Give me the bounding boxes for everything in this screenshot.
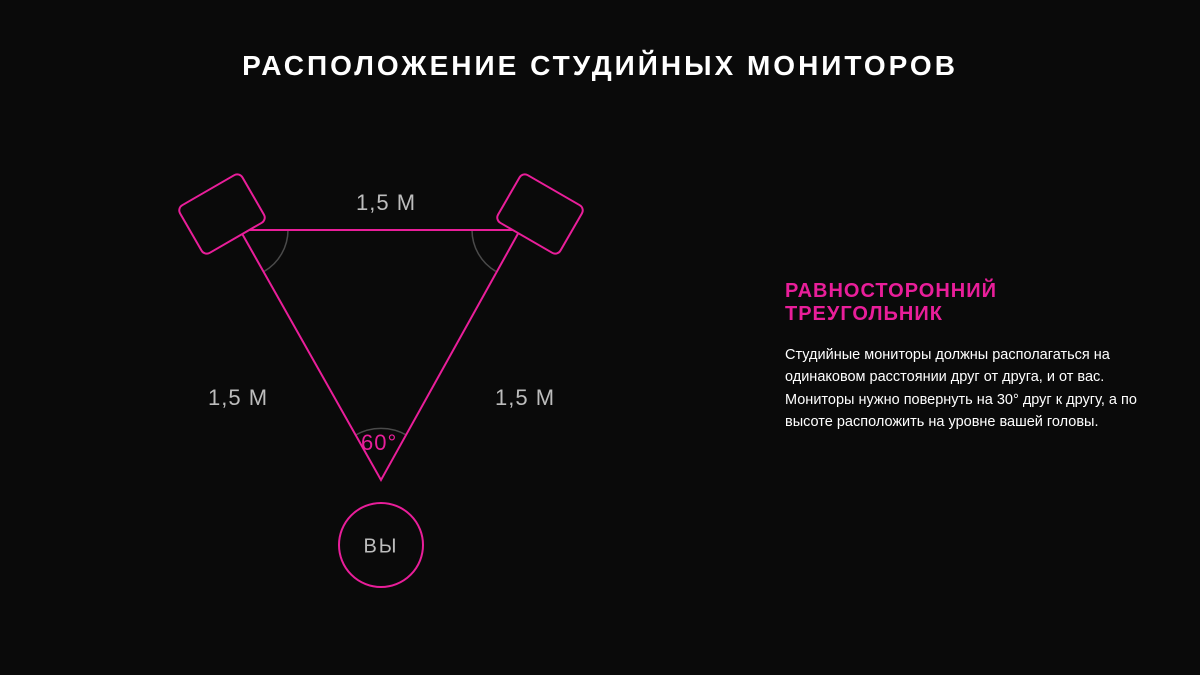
arc-top-left (264, 230, 288, 271)
arc-top-right (472, 230, 496, 271)
label-distance-top: 1,5 М (356, 190, 416, 215)
description-panel: РАВНОСТОРОННИЙ ТРЕУГОЛЬНИК Студийные мон… (785, 280, 1155, 434)
speaker-left-icon (177, 172, 267, 256)
description-title: РАВНОСТОРОННИЙ ТРЕУГОЛЬНИК (785, 280, 1155, 326)
label-distance-right: 1,5 М (495, 385, 555, 410)
label-distance-left: 1,5 М (208, 385, 268, 410)
label-you: ВЫ (363, 535, 398, 557)
label-angle: 60° (361, 430, 397, 455)
page-title: РАСПОЛОЖЕНИЕ СТУДИЙНЫХ МОНИТОРОВ (0, 50, 1200, 82)
diagram-svg: 1,5 М 1,5 М 1,5 М 60° ВЫ (120, 150, 640, 620)
description-body: Студийные мониторы должны располагаться … (785, 344, 1155, 434)
monitor-placement-diagram: 1,5 М 1,5 М 1,5 М 60° ВЫ (120, 150, 640, 620)
speaker-right-icon (495, 172, 585, 256)
